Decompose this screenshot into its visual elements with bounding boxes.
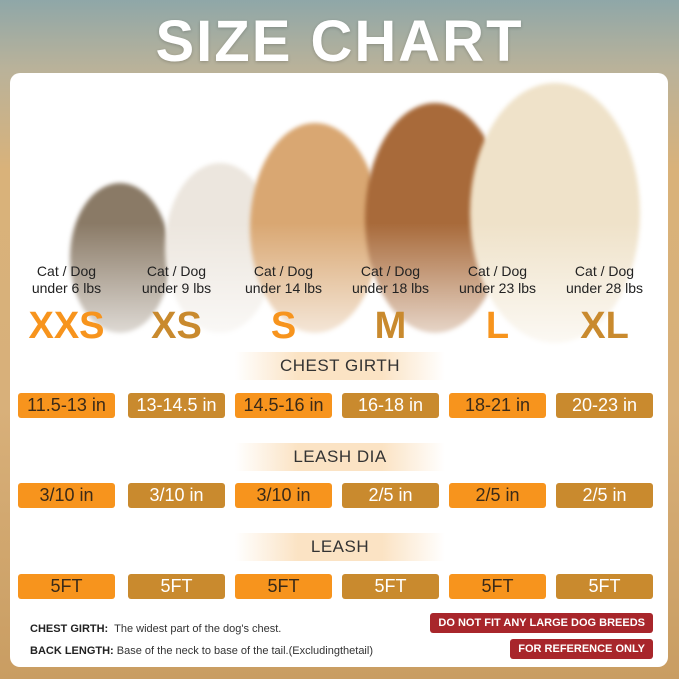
leash-dia-header: LEASH DIA [235, 443, 445, 471]
dogs-photo [10, 73, 668, 403]
size-label: XS [151, 305, 202, 347]
weight-label: Cat / Dog under 6 lbs [31, 263, 102, 296]
chest-girth-value: 13-14.5 in [128, 393, 225, 418]
size-label: S [270, 305, 297, 347]
leash-length-value: 5FT [342, 574, 439, 599]
leash-length-value: 5FT [18, 574, 115, 599]
leash-dia-value: 2/5 in [342, 483, 439, 508]
weight-label: Cat / Dog under 28 lbs [565, 263, 644, 296]
size-chart-card: Cat / Dog under 6 lbs XXS 11.5-13 in 3/10… [10, 73, 668, 667]
leash-length-value: 5FT [449, 574, 546, 599]
leash-dia-value: 3/10 in [235, 483, 332, 508]
leash-dia-value: 3/10 in [18, 483, 115, 508]
chest-girth-value: 18-21 in [449, 393, 546, 418]
chest-girth-value: 11.5-13 in [18, 393, 115, 418]
chest-girth-value: 14.5-16 in [235, 393, 332, 418]
large-breed-warning-badge: DO NOT FIT ANY LARGE DOG BREEDS [430, 613, 653, 633]
leash-dia-value: 2/5 in [556, 483, 653, 508]
size-label: XL [580, 305, 629, 347]
leash-header: LEASH [235, 533, 445, 561]
leash-length-value: 5FT [128, 574, 225, 599]
size-label: M [374, 305, 407, 347]
chest-girth-value: 20-23 in [556, 393, 653, 418]
reference-only-badge: FOR REFERENCE ONLY [510, 639, 653, 659]
page-title: SIZE CHART [155, 9, 524, 74]
size-label: L [485, 305, 510, 347]
weight-label: Cat / Dog under 18 lbs [351, 263, 430, 296]
note-chest-girth: CHEST GIRTH: The widest part of the dog'… [30, 623, 282, 635]
size-label: XXS [28, 305, 105, 347]
chest-girth-header: CHEST GIRTH [235, 352, 445, 380]
leash-length-value: 5FT [556, 574, 653, 599]
weight-label: Cat / Dog under 23 lbs [458, 263, 537, 296]
chest-girth-value: 16-18 in [342, 393, 439, 418]
note-back-length: BACK LENGTH: Base of the neck to base of… [30, 645, 373, 657]
weight-label: Cat / Dog under 14 lbs [244, 263, 323, 296]
weight-label: Cat / Dog under 9 lbs [141, 263, 212, 296]
leash-dia-value: 3/10 in [128, 483, 225, 508]
leash-dia-value: 2/5 in [449, 483, 546, 508]
leash-length-value: 5FT [235, 574, 332, 599]
